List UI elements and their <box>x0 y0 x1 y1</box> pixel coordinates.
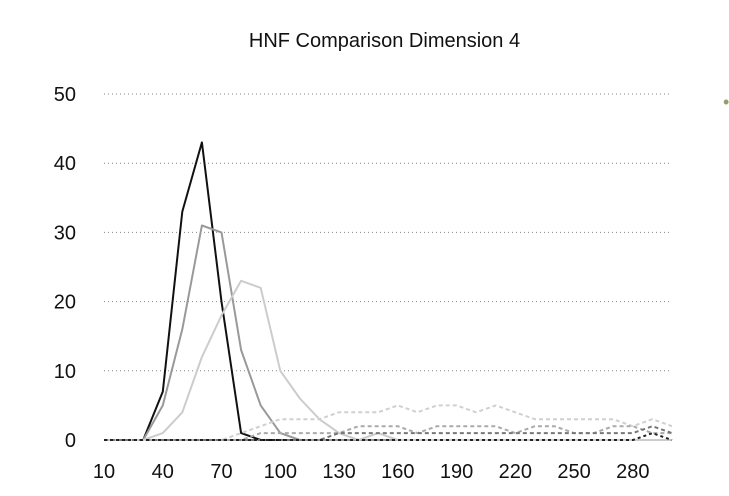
x-tick-label: 10 <box>93 461 115 483</box>
y-tick-label: 50 <box>54 84 76 106</box>
x-tick-label: 130 <box>322 461 355 483</box>
y-tick-label: 20 <box>54 292 76 314</box>
series-lines <box>104 141 673 441</box>
x-tick-label: 100 <box>264 461 297 483</box>
series-line-4 <box>104 404 673 441</box>
chart-title: HNF Comparison Dimension 4 <box>248 30 521 52</box>
y-tick-labels: 0 10 20 30 40 50 <box>54 84 76 452</box>
x-tick-label: 40 <box>152 461 174 483</box>
x-tick-label: 220 <box>499 461 532 483</box>
x-tick-label: 250 <box>557 461 590 483</box>
series-line-7 <box>104 432 673 441</box>
x-tick-label: 160 <box>381 461 414 483</box>
edge-mark-1: • <box>723 92 729 112</box>
y-tick-label: 10 <box>54 361 76 383</box>
y-tick-label: 0 <box>65 430 76 452</box>
x-tick-label: 190 <box>440 461 473 483</box>
y-tick-label: 30 <box>54 222 76 244</box>
x-tick-label: 70 <box>210 461 232 483</box>
y-tick-label: 40 <box>54 153 76 175</box>
series-line-3 <box>104 279 672 441</box>
x-tick-label: 280 <box>616 461 649 483</box>
gridlines <box>104 93 672 441</box>
x-tick-labels: 10 40 70 100 130 160 190 220 250 280 <box>93 461 650 483</box>
series-line-6 <box>104 425 673 441</box>
